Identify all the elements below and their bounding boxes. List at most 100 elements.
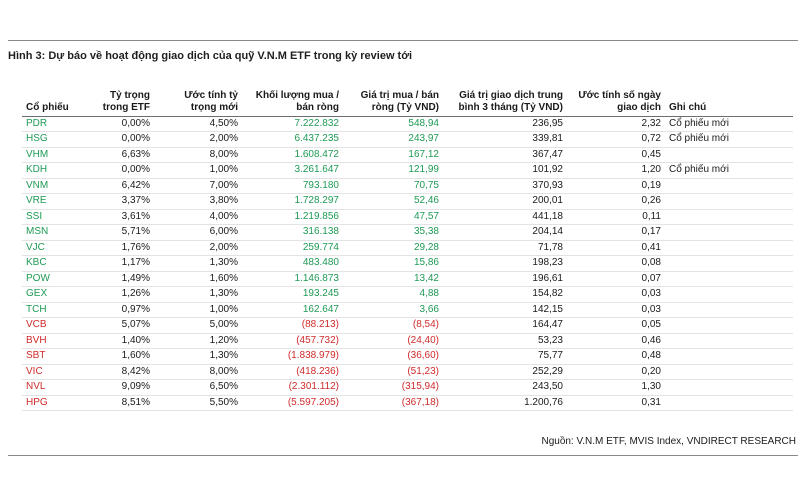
cell-new-weight: 8,00% (209, 365, 238, 377)
cell-avg-value: 441,18 (532, 210, 563, 222)
cell-volume: 1.219.856 (294, 210, 340, 222)
cell-note (665, 380, 793, 396)
cell-new-weight: 7,00% (209, 179, 238, 191)
cell-new-weight: 1,20% (209, 334, 238, 346)
cell-volume: 1.728.297 (294, 195, 340, 207)
cell-new-weight: 1,60% (209, 272, 238, 284)
header-volume: Khối lượng mua / bán ròng (242, 70, 343, 117)
cell-volume: 483.480 (302, 257, 339, 269)
cell-weight-etf: 6,63% (121, 148, 150, 160)
header-new-weight: Ước tính tỷ trọng mới (154, 70, 242, 117)
cell-days: 0,07 (641, 272, 661, 284)
cell-days: 0,72 (641, 133, 661, 145)
cell-avg-value: 164,47 (532, 319, 563, 331)
cell-ticker: KBC (26, 257, 47, 269)
cell-volume: 1.146.873 (294, 272, 340, 284)
table-row: HSG 0,00% 2,00% 6.437.235 243,97 339,81 0,72 Cổ… (22, 132, 793, 147)
cell-days: 0,05 (641, 319, 661, 331)
cell-days: 0,45 (641, 148, 661, 160)
cell-ticker: GEX (26, 288, 48, 300)
cell-net-value: 4,88 (419, 288, 439, 300)
cell-avg-value: 204,14 (532, 226, 563, 238)
table-row: VNM 6,42% 7,00% 793.180 70,75 370,93 0,19 (22, 178, 793, 194)
cell-days: 0,20 (641, 365, 661, 377)
cell-weight-etf: 8,42% (121, 365, 150, 377)
table-row: BVH 1,40% 1,20% (457.732) (24,40) 53,23 0,46 (22, 333, 793, 349)
cell-weight-etf: 8,51% (121, 396, 150, 408)
cell-ticker: NVL (26, 381, 46, 393)
table-row: PDR 0,00% 4,50% 7.222.832 548,94 236,95 2,32 Cổ… (22, 116, 793, 132)
figure-title: Hình 3: Dự báo về hoạt động giao dịch củ… (8, 50, 413, 62)
table-row: SBT 1,60% 1,30% (1.838.979) (36,60) 75,77 0,48 (22, 349, 793, 365)
cell-net-value: 47,57 (413, 210, 439, 222)
cell-note: Cổ phiếu mới (669, 133, 729, 145)
cell-ticker: BVH (26, 334, 47, 346)
header-note: Ghi chú (665, 70, 793, 117)
cell-volume: (2.301.112) (288, 381, 339, 393)
table-row: VJC 1,76% 2,00% 259.774 29,28 71,78 0,41 (22, 240, 793, 256)
cell-note (665, 318, 793, 334)
cell-new-weight: 8,00% (209, 148, 238, 160)
cell-volume: (1.838.979) (287, 350, 339, 362)
cell-new-weight: 2,00% (209, 133, 238, 145)
cell-weight-etf: 1,49% (121, 272, 150, 284)
cell-days: 0,48 (641, 350, 661, 362)
cell-note (665, 209, 793, 225)
cell-volume: (457.732) (296, 334, 339, 346)
cell-net-value: 52,46 (413, 195, 439, 207)
cell-avg-value: 1.200,76 (524, 396, 563, 408)
cell-net-value: 548,94 (408, 117, 439, 129)
cell-volume: 193.245 (302, 288, 339, 300)
cell-net-value: 70,75 (413, 179, 439, 191)
cell-net-value: (367,18) (401, 396, 439, 408)
cell-weight-etf: 5,71% (121, 226, 150, 238)
cell-days: 0,41 (641, 241, 661, 253)
cell-volume: (418.236) (296, 365, 339, 377)
cell-days: 0,08 (641, 257, 661, 269)
cell-net-value: 35,38 (413, 226, 439, 238)
cell-weight-etf: 1,76% (121, 241, 150, 253)
table-row: SSI 3,61% 4,00% 1.219.856 47,57 441,18 0,11 (22, 209, 793, 225)
cell-ticker: HPG (26, 396, 48, 408)
table-row: NVL 9,09% 6,50% (2.301.112) (315,94) 243,50 1,… (22, 380, 793, 396)
cell-note (665, 349, 793, 365)
cell-note (665, 178, 793, 194)
table-row: MSN 5,71% 6,00% 316.138 35,38 204,14 0,17 (22, 225, 793, 240)
cell-days: 0,31 (641, 396, 661, 408)
cell-avg-value: 198,23 (532, 257, 563, 269)
cell-net-value: (315,94) (401, 381, 439, 393)
source-note: Nguồn: V.N.M ETF, MVIS Index, VNDIRECT R… (541, 436, 796, 447)
cell-days: 0,46 (641, 334, 661, 346)
cell-avg-value: 196,61 (532, 272, 563, 284)
cell-net-value: 243,97 (408, 133, 439, 145)
cell-days: 2,32 (641, 117, 661, 129)
cell-ticker: VHM (26, 148, 49, 160)
cell-net-value: 13,42 (413, 272, 439, 284)
cell-note (665, 333, 793, 349)
table-row: HPG 8,51% 5,50% (5.597.205) (367,18) 1.200,76… (22, 395, 793, 411)
cell-note: Cổ phiếu mới (669, 164, 729, 176)
cell-days: 0,17 (641, 226, 661, 238)
table-row: GEX 1,26% 1,30% 193.245 4,88 154,82 0,03 (22, 287, 793, 302)
header-avg-value: Giá trị giao dịch trung bình 3 tháng (Tỷ… (443, 70, 567, 117)
cell-net-value: (24,40) (407, 334, 439, 346)
cell-new-weight: 1,00% (209, 303, 238, 315)
cell-avg-value: 370,93 (532, 179, 563, 191)
cell-days: 0,03 (641, 288, 661, 300)
cell-volume: 1.608.472 (294, 148, 340, 160)
cell-weight-etf: 0,00% (121, 164, 150, 176)
cell-net-value: 121,99 (408, 164, 439, 176)
cell-avg-value: 243,50 (532, 381, 563, 393)
header-days: Ước tính số ngày giao dịch (567, 70, 665, 117)
cell-volume: 6.437.235 (294, 133, 340, 145)
cell-ticker: VIC (26, 365, 43, 377)
cell-avg-value: 200,01 (532, 195, 563, 207)
cell-avg-value: 154,82 (532, 288, 563, 300)
cell-volume: 162.647 (302, 303, 339, 315)
cell-net-value: (8,54) (412, 319, 439, 331)
cell-new-weight: 1,00% (209, 164, 238, 176)
cell-weight-etf: 6,42% (121, 179, 150, 191)
cell-weight-etf: 0,97% (121, 303, 150, 315)
header-net-value: Giá trị mua / bán ròng (Tỷ VND) (343, 70, 443, 117)
table-row: KBC 1,17% 1,30% 483.480 15,86 198,23 0,08 (22, 256, 793, 271)
